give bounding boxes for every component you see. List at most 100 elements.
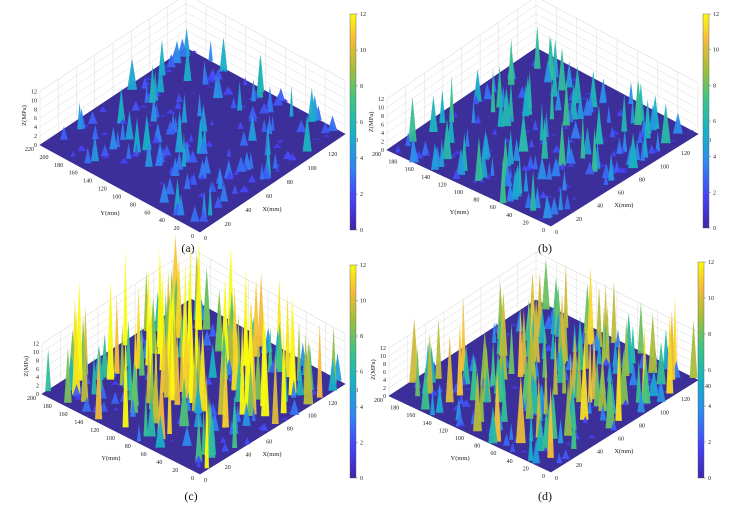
surface-peak <box>296 360 304 396</box>
colorbar-tick-label: 6 <box>360 370 363 376</box>
colorbar <box>349 13 357 231</box>
surface-peak <box>242 77 248 86</box>
surface-peak <box>270 114 275 131</box>
surface-peak <box>593 355 601 407</box>
surface-peak <box>202 330 212 346</box>
z-tick-label: 0 <box>383 394 386 400</box>
surface-peak <box>91 355 97 395</box>
x-tick-label: 0 <box>204 478 207 484</box>
surface-peak <box>529 408 534 442</box>
surface-peaks <box>395 25 695 220</box>
surface-peak <box>90 135 100 162</box>
surface-peak <box>213 196 223 208</box>
surface-peak <box>248 174 256 183</box>
surface-peak <box>543 60 552 83</box>
surface-peak <box>465 128 470 147</box>
x-tick-label: 80 <box>639 423 645 429</box>
surface-peak <box>248 105 258 119</box>
x-tick-label: 60 <box>618 191 624 197</box>
surface-peak <box>515 310 524 332</box>
surface-peak <box>220 70 227 73</box>
surface-peak <box>522 83 530 117</box>
surface-peak <box>566 146 576 164</box>
surface-peak <box>299 130 304 133</box>
surface-peaks <box>53 27 338 222</box>
surface-peak <box>435 383 444 413</box>
y-tick-label: 120 <box>90 428 99 434</box>
surface-peak <box>587 434 597 438</box>
surface-peak <box>135 287 142 369</box>
surface-peak <box>261 322 270 417</box>
surface-peak <box>617 167 627 173</box>
surface-peak <box>473 69 482 102</box>
surface-peak <box>483 83 492 100</box>
surface-peak <box>560 162 565 170</box>
surface-peak <box>546 161 553 180</box>
surface-peak <box>120 120 126 140</box>
surface-peak <box>77 145 87 152</box>
surface-peak <box>209 323 217 337</box>
surface-peak <box>273 94 284 106</box>
surface-peak <box>492 128 498 135</box>
surface-peak <box>171 111 176 130</box>
surface-peak <box>71 310 81 395</box>
surface-peak <box>670 139 676 142</box>
colorbar <box>702 13 710 229</box>
surface-peak <box>535 414 546 452</box>
surface-peak <box>610 280 617 343</box>
surface-peak <box>599 82 607 104</box>
surface-peak <box>479 100 489 102</box>
surface-peak <box>237 121 244 129</box>
surface-peak <box>511 323 517 326</box>
y-tick-label: 0 <box>542 228 545 234</box>
colorbar-tick-label: 10 <box>713 48 719 54</box>
y-tick-label: 100 <box>454 190 463 196</box>
colorbar-tick-label: 10 <box>708 296 714 302</box>
surface-peak <box>622 399 629 406</box>
surface-peak <box>158 181 164 184</box>
surface-peak <box>143 365 149 366</box>
surface-peak <box>224 427 232 428</box>
surface-peak <box>532 296 540 363</box>
y-tick-label: 140 <box>421 175 430 181</box>
y-tick-label: 160 <box>69 171 78 177</box>
x-tick-label: 0 <box>204 236 207 242</box>
surface-peak <box>623 319 630 376</box>
y-tick-label: 40 <box>507 459 513 465</box>
y-axis-label: Y(mm) <box>450 209 469 216</box>
surface-peak <box>499 156 507 204</box>
surface-peak <box>239 130 249 146</box>
surface-peak <box>172 40 182 64</box>
z-tick-label: 12 <box>33 342 39 348</box>
surface-peak <box>644 102 651 139</box>
surface-peak <box>550 133 556 136</box>
surface-peak <box>421 366 430 410</box>
surface-peak <box>557 418 564 444</box>
z-tick-label: 0 <box>36 392 39 398</box>
surface-peak <box>595 286 603 347</box>
surface-peak <box>221 442 229 452</box>
z-gridline <box>386 5 699 108</box>
surface-peak <box>551 59 558 97</box>
surface-peak <box>614 159 620 172</box>
surface-peak <box>157 364 166 440</box>
surface-peak <box>117 87 126 124</box>
surface-peak <box>237 80 243 111</box>
surface-peak <box>199 173 206 180</box>
surface-peak <box>205 86 214 88</box>
x-tick-label: 100 <box>660 164 669 170</box>
surface-peak <box>509 442 516 453</box>
surface-peak <box>450 153 457 158</box>
y-tick-label: 120 <box>98 187 107 193</box>
surface-peak <box>109 126 118 150</box>
surface-peak <box>431 142 439 170</box>
surface-peak <box>442 119 452 160</box>
surface-peak <box>538 104 544 106</box>
surface-peak <box>287 153 298 161</box>
colorbar-tick-label: 4 <box>708 404 711 410</box>
surface-peak <box>609 126 616 138</box>
surface-peak <box>181 93 188 123</box>
surface-peak <box>551 157 561 177</box>
surface-peak <box>74 393 82 400</box>
surface-peak <box>517 305 524 378</box>
